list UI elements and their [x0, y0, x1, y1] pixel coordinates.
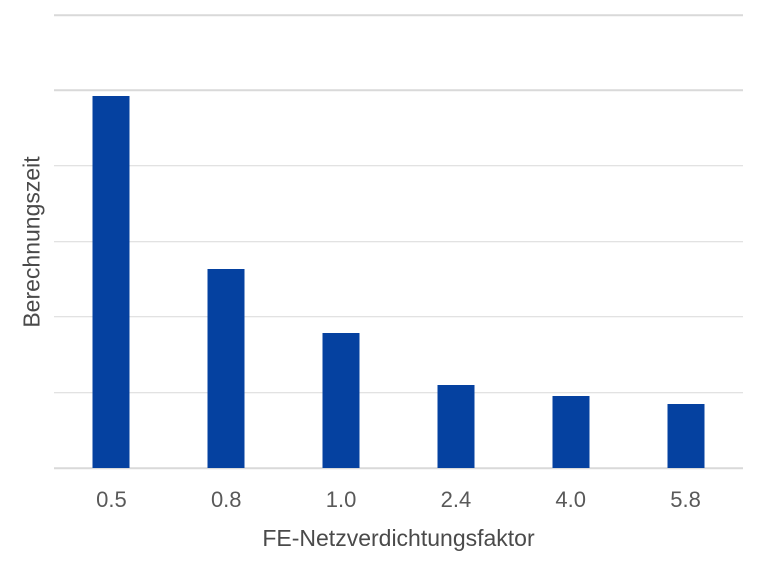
- x-axis-title: FE-Netzverdichtungsfaktor: [262, 525, 535, 551]
- x-tick-label: 0.8: [210, 487, 242, 512]
- bar: [92, 95, 130, 468]
- gridline: [54, 14, 743, 16]
- gridline: [54, 89, 743, 92]
- gridline: [54, 316, 743, 318]
- bar: [207, 269, 245, 468]
- bar-slot: [513, 15, 628, 468]
- bar-slot: [398, 15, 513, 468]
- x-tick-label: 2.4: [440, 487, 472, 512]
- x-tick-label: 1.0: [325, 487, 357, 512]
- plot-area: [54, 14, 743, 469]
- bar: [322, 332, 360, 468]
- x-tick-label: 5.8: [670, 487, 701, 512]
- y-axis-title-area: Berechnungszeit: [4, 15, 60, 468]
- x-axis-tick-labels: 0.5 0.8 1.0 2.4 4.0 5.8: [54, 486, 743, 514]
- bar-slot: [169, 15, 284, 468]
- bar-slot: [284, 15, 399, 468]
- bar: [552, 396, 590, 468]
- x-tick-label: 4.0: [555, 487, 587, 512]
- y-axis-title: Berechnungszeit: [18, 155, 45, 328]
- bar-series: [54, 15, 743, 468]
- gridline: [54, 240, 743, 243]
- gridline: [54, 391, 743, 394]
- bar: [437, 384, 475, 468]
- bar-slot: [54, 15, 169, 468]
- x-tick-label: 0.5: [96, 487, 127, 512]
- bar: [667, 403, 705, 468]
- gridline: [54, 165, 743, 167]
- bar-slot: [628, 15, 743, 468]
- gridline: [54, 467, 743, 469]
